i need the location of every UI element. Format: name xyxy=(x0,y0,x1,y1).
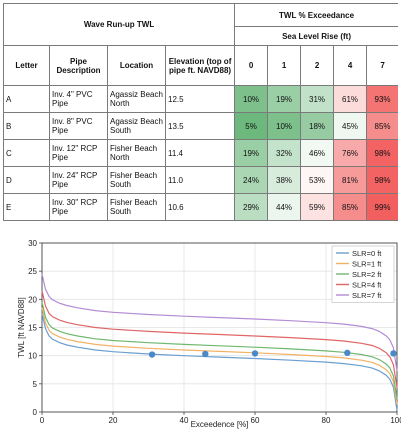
cell-pipe: Inv. 30" RCP Pipe xyxy=(49,193,108,221)
cell-pct: 85% xyxy=(333,193,368,221)
y-tick-label: 0 xyxy=(33,408,38,417)
cell-pipe: Inv. 24" RCP Pipe xyxy=(49,166,108,194)
cell-letter: C xyxy=(3,139,50,167)
col-header-slr-2: 2 xyxy=(300,45,335,86)
exceedance-table-container: Wave Run-up TWL TWL % Exceedance Sea Lev… xyxy=(3,3,398,235)
table-row: B Inv. 8" PVC Pipe Agassiz Beach South 1… xyxy=(3,112,398,140)
cell-pct: 10% xyxy=(267,112,302,140)
cell-pipe: Inv. 12" RCP Pipe xyxy=(49,139,108,167)
cell-pct: 81% xyxy=(333,166,368,194)
x-axis-label: Exceedence [%] xyxy=(191,420,249,429)
cell-pct: 59% xyxy=(300,193,335,221)
cell-pct: 38% xyxy=(267,166,302,194)
x-tick-label: 100 xyxy=(390,416,401,425)
col-header-pipe: Pipe Description xyxy=(49,45,108,86)
col-header-location: Location xyxy=(107,45,166,86)
cell-pct: 10% xyxy=(234,85,269,113)
cell-pct: 98% xyxy=(366,139,398,167)
legend-label: SLR=1 ft xyxy=(352,260,382,269)
cell-elevation: 13.5 xyxy=(164,112,236,140)
pipe-elevation-marker xyxy=(344,349,351,357)
cell-pct: 93% xyxy=(366,85,398,113)
cell-pct: 61% xyxy=(333,85,368,113)
exceedance-header: TWL % Exceedance xyxy=(234,3,398,27)
cell-pct: 45% xyxy=(333,112,368,140)
cell-location: Fisher Beach South xyxy=(107,193,166,221)
series-line xyxy=(41,307,398,405)
cell-pct: 99% xyxy=(366,193,398,221)
pipe-elevation-marker xyxy=(390,350,397,357)
series-line xyxy=(41,301,398,400)
table-row: E Inv. 30" RCP Pipe Fisher Beach South 1… xyxy=(3,193,398,221)
cell-pct: 76% xyxy=(333,139,368,167)
cell-pct: 53% xyxy=(300,166,335,194)
cell-pct: 18% xyxy=(300,112,335,140)
col-header-elevation: Elevation (top of pipe ft. NAVD88) xyxy=(164,45,236,86)
table-row: D Inv. 24" RCP Pipe Fisher Beach South 1… xyxy=(3,166,398,194)
x-tick-label: 0 xyxy=(40,416,45,425)
y-tick-label: 30 xyxy=(28,239,37,248)
cell-pct: 19% xyxy=(267,85,302,113)
cell-elevation: 10.6 xyxy=(164,193,236,221)
cell-letter: B xyxy=(3,112,50,140)
table-title: Wave Run-up TWL xyxy=(3,3,236,46)
cell-pct: 31% xyxy=(300,85,335,113)
series-line xyxy=(41,313,398,411)
col-header-slr-4: 4 xyxy=(333,45,368,86)
table-row: C Inv. 12" RCP Pipe Fisher Beach North 1… xyxy=(3,139,398,167)
cell-pct: 19% xyxy=(234,139,269,167)
cell-pct: 46% xyxy=(300,139,335,167)
cell-elevation: 11.4 xyxy=(164,139,236,167)
cell-location: Fisher Beach North xyxy=(107,139,166,167)
legend-label: SLR=7 ft xyxy=(352,291,382,300)
legend-label: SLR=0 ft xyxy=(352,249,382,258)
cell-letter: D xyxy=(3,166,50,194)
cell-location: Fisher Beach South xyxy=(107,166,166,194)
x-tick-label: 40 xyxy=(180,416,189,425)
series-line xyxy=(41,273,398,371)
col-header-slr-7: 7 xyxy=(366,45,398,86)
cell-elevation: 12.5 xyxy=(164,85,236,113)
x-tick-label: 80 xyxy=(322,416,331,425)
cell-pipe: Inv. 8" PVC Pipe xyxy=(49,112,108,140)
cell-pct: 29% xyxy=(234,193,269,221)
x-tick-label: 60 xyxy=(251,416,260,425)
cell-location: Agassiz Beach South xyxy=(107,112,166,140)
cell-pct: 24% xyxy=(234,166,269,194)
cell-letter: A xyxy=(3,85,50,113)
cell-pct: 44% xyxy=(267,193,302,221)
series-line xyxy=(41,290,398,388)
pipe-elevation-marker xyxy=(202,350,209,358)
y-tick-label: 20 xyxy=(28,295,37,304)
cell-pct: 98% xyxy=(366,166,398,194)
table-row: A Inv. 4" PVC Pipe Agassiz Beach North 1… xyxy=(3,85,398,113)
col-header-slr-0: 0 xyxy=(234,45,269,86)
y-tick-label: 25 xyxy=(28,267,37,276)
x-tick-label: 20 xyxy=(109,416,118,425)
cell-pct: 85% xyxy=(366,112,398,140)
cell-pct: 5% xyxy=(234,112,269,140)
exceedance-table: Wave Run-up TWL TWL % Exceedance Sea Lev… xyxy=(3,3,398,221)
col-header-letter: Letter xyxy=(3,45,50,86)
twl-exceedance-chart: 0 20 40 60 80 100 0 5 10 15 20 25 30 Exceedence [%] TW… xyxy=(17,239,401,429)
pipe-elevation-marker xyxy=(251,350,259,357)
cell-elevation: 11.0 xyxy=(164,166,236,194)
cell-location: Agassiz Beach North xyxy=(107,85,166,113)
legend-label: SLR=2 ft xyxy=(352,270,382,279)
col-header-slr-1: 1 xyxy=(267,45,302,86)
y-tick-label: 10 xyxy=(28,352,37,361)
pipe-elevation-marker xyxy=(148,351,156,358)
y-tick-label: 15 xyxy=(28,324,37,333)
y-axis-label: TWL [ft NAVD88] xyxy=(17,297,26,357)
cell-letter: E xyxy=(3,193,50,221)
cell-pipe: Inv. 4" PVC Pipe xyxy=(49,85,108,113)
legend-label: SLR=4 ft xyxy=(352,281,382,290)
slr-header: Sea Level Rise (ft) xyxy=(234,26,398,46)
y-tick-label: 5 xyxy=(33,380,38,389)
cell-pct: 32% xyxy=(267,139,302,167)
